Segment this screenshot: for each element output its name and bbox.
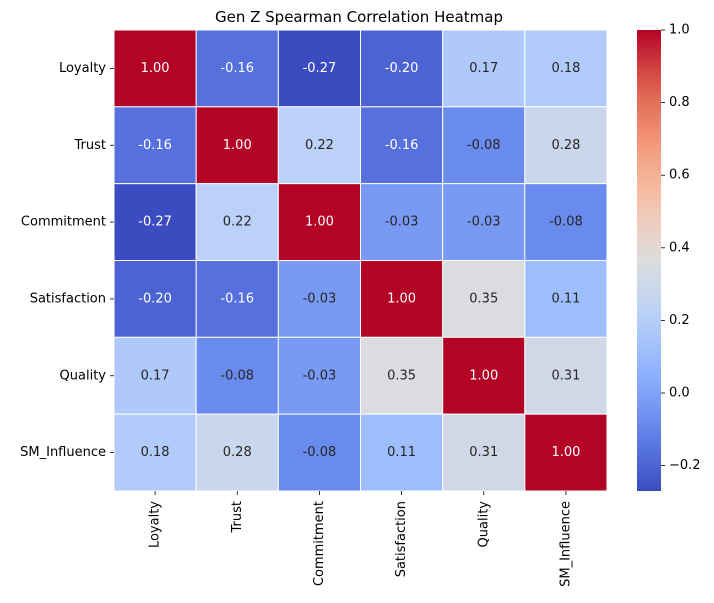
cell-value-label: -0.08 — [549, 215, 583, 230]
cell-value-label: -0.08 — [303, 445, 337, 460]
heatmap-cell — [524, 106, 608, 185]
colorbar-tick-label: 0.8 — [669, 95, 690, 110]
cell-value-label: 0.35 — [387, 368, 416, 383]
cell-value-label: 0.18 — [141, 445, 170, 460]
cell-value-label: 0.31 — [551, 368, 580, 383]
cell-value-label: 1.00 — [551, 445, 580, 460]
heatmap-cell — [277, 336, 362, 415]
colorbar-tick-label: 0.6 — [669, 168, 690, 183]
heatmap-cell — [360, 260, 444, 338]
cell-value-label: -0.16 — [385, 138, 419, 153]
cell-value-label: -0.16 — [220, 61, 254, 76]
heatmap-cell — [442, 29, 526, 108]
heatmap-cell — [195, 183, 279, 262]
x-tick-label: SM_Influence — [558, 501, 573, 587]
heatmap-cell — [442, 183, 526, 262]
cell-value-label: 0.18 — [551, 61, 580, 76]
heatmap-cell — [524, 29, 608, 108]
heatmap-cell — [195, 106, 279, 185]
colorbar-gradient — [637, 30, 661, 491]
x-tick-label: Loyalty — [148, 501, 163, 548]
y-tick-label: Loyalty — [59, 61, 106, 76]
cell-value-label: 1.00 — [387, 291, 416, 306]
heatmap-cell — [113, 183, 197, 262]
cell-value-label: 0.28 — [223, 445, 252, 460]
heatmap-cell — [113, 260, 197, 338]
heatmap-cell — [113, 336, 197, 415]
colorbar-tick-label: −0.2 — [669, 458, 701, 473]
heatmap-cell — [442, 260, 526, 338]
cell-value-label: -0.27 — [303, 61, 337, 76]
colorbar-tick-label: 0.4 — [669, 240, 690, 255]
heatmap-grid: 1.00 -0.16 -0.27 -0.20 0.17 0.18 -0.16 1.00 0.22… — [113, 29, 608, 492]
cell-value-label: 0.35 — [469, 291, 498, 306]
heatmap-cell — [524, 336, 608, 415]
cell-value-label: 1.00 — [469, 368, 498, 383]
cell-value-label: 0.17 — [141, 368, 170, 383]
heatmap-cell — [524, 413, 608, 492]
y-tick-label: Trust — [74, 138, 106, 153]
colorbar-tick-label: 0.0 — [669, 385, 690, 400]
heatmap-cell — [524, 183, 608, 262]
colorbar-ticks: −0.2 0.0 0.2 0.4 0.6 0.8 1.0 — [661, 23, 701, 473]
cell-value-label: -0.20 — [385, 61, 419, 76]
colorbar-tick-label: 0.2 — [669, 313, 690, 328]
cell-value-label: -0.03 — [303, 291, 337, 306]
cell-value-label: 0.31 — [469, 445, 498, 460]
cell-value-label: -0.16 — [138, 138, 172, 153]
heatmap-cell — [524, 260, 608, 338]
cell-value-label: 1.00 — [223, 138, 252, 153]
heatmap-cell — [277, 29, 362, 108]
cell-value-label: -0.03 — [303, 368, 337, 383]
heatmap-cell — [360, 29, 444, 108]
heatmap-cell — [442, 413, 526, 492]
cell-value-label: 0.17 — [469, 61, 498, 76]
heatmap-cell — [277, 260, 362, 338]
y-axis-tick-labels: Loyalty Trust Commitment Satisfaction Qualit… — [20, 61, 114, 460]
heatmap-cell — [360, 183, 444, 262]
y-tick-label: SM_Influence — [20, 445, 106, 460]
cell-value-label: -0.27 — [138, 215, 172, 230]
x-tick-label: Quality — [476, 501, 491, 548]
cell-value-label: 0.11 — [387, 445, 416, 460]
cell-value-label: -0.03 — [467, 215, 501, 230]
chart-title: Gen Z Spearman Correlation Heatmap — [215, 8, 503, 26]
cell-value-label: 0.22 — [223, 215, 252, 230]
heatmap-cell — [195, 29, 279, 108]
cell-value-label: -0.08 — [220, 368, 254, 383]
y-tick-label: Commitment — [21, 215, 106, 230]
x-tick-label: Commitment — [312, 501, 327, 586]
x-tick-label: Trust — [230, 501, 245, 533]
heatmap-cell — [113, 29, 197, 108]
heatmap-cell — [442, 336, 526, 415]
cell-value-label: 0.11 — [551, 291, 580, 306]
x-tick-label: Satisfaction — [394, 501, 409, 577]
heatmap-cell — [360, 336, 444, 415]
x-axis-tick-labels: Loyalty Trust Commitment Satisfaction Qualit… — [148, 491, 573, 587]
cell-value-label: 1.00 — [141, 61, 170, 76]
cell-value-label: -0.20 — [138, 291, 172, 306]
cell-value-label: 1.00 — [305, 215, 334, 230]
cell-value-label: -0.08 — [467, 138, 501, 153]
heatmap-cell — [360, 106, 444, 185]
cell-value-label: 0.28 — [551, 138, 580, 153]
colorbar-tick-label: 1.0 — [669, 23, 690, 38]
cell-value-label: -0.16 — [220, 291, 254, 306]
y-tick-label: Satisfaction — [30, 291, 106, 306]
cell-value-label: -0.03 — [385, 215, 419, 230]
colorbar: −0.2 0.0 0.2 0.4 0.6 0.8 1.0 — [637, 23, 701, 491]
heatmap-cell — [195, 260, 279, 338]
heatmap-cell — [113, 413, 197, 492]
y-tick-label: Quality — [60, 368, 107, 383]
cell-value-label: 0.22 — [305, 138, 334, 153]
